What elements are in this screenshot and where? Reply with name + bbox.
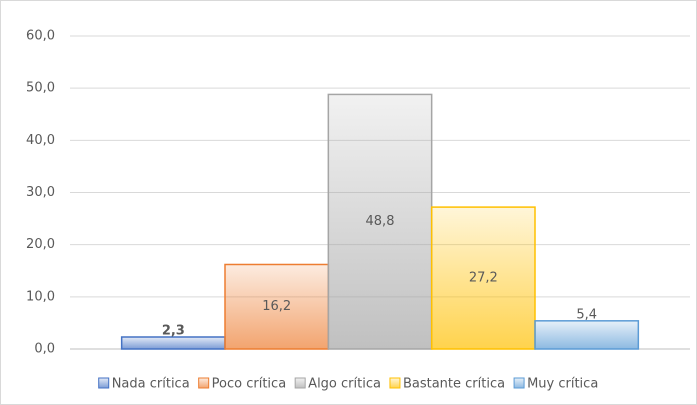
legend-swatch	[513, 377, 525, 389]
legend-swatch	[98, 377, 110, 389]
data-label: 16,2	[262, 299, 291, 314]
bar	[327, 93, 433, 350]
bar	[120, 336, 226, 350]
legend-swatch	[198, 377, 210, 389]
data-label: 2,3	[162, 324, 185, 339]
data-label: 48,8	[366, 214, 395, 229]
legend: Nada crítica Poco crítica Algo crítica Bast…	[98, 377, 598, 392]
legend-label: Algo crítica	[308, 377, 381, 392]
legend-label: Poco crítica	[212, 377, 287, 392]
bar	[224, 263, 330, 350]
data-label: 27,2	[469, 271, 498, 286]
y-tick-label: 30,0	[26, 185, 55, 200]
legend-label: Nada crítica	[112, 377, 190, 392]
legend-label: Bastante crítica	[403, 377, 505, 392]
y-tick-label: 20,0	[26, 237, 55, 252]
y-tick-label: 50,0	[26, 81, 55, 96]
y-tick-label: 60,0	[26, 29, 55, 44]
data-label: 5,4	[576, 307, 597, 322]
bar	[534, 320, 640, 350]
y-tick-label: 10,0	[26, 289, 55, 304]
y-tick-label: 40,0	[26, 133, 55, 148]
legend-swatch	[294, 377, 306, 389]
legend-label: Muy crítica	[527, 377, 598, 392]
y-tick-label: 0,0	[34, 342, 55, 357]
legend-swatch	[389, 377, 401, 389]
bar	[430, 206, 536, 350]
